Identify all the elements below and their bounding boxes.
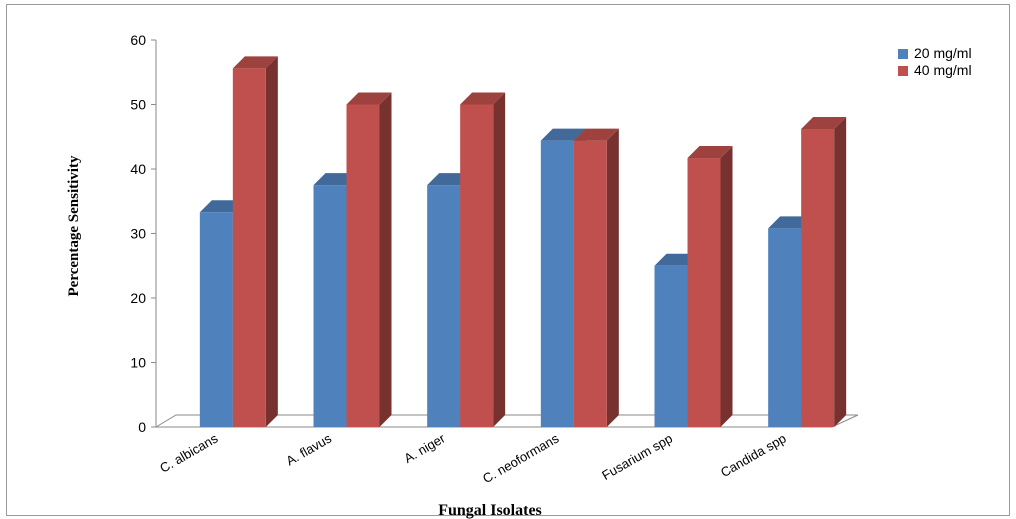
bar-series [199, 56, 847, 427]
bar-front [199, 212, 233, 427]
x-axis-title: Fungal Isolates [438, 502, 542, 519]
bar-front [654, 265, 688, 427]
bar-front [687, 158, 721, 427]
bar-top [460, 92, 506, 105]
bar-top [540, 128, 586, 141]
bar-front [573, 140, 607, 427]
y-tick-label: 10 [130, 355, 146, 371]
y-tick-label: 20 [130, 290, 146, 306]
bar [801, 117, 847, 427]
bar-front [313, 185, 347, 427]
y-axis: 0 10 20 30 40 50 60 [130, 32, 157, 435]
bar-side [493, 92, 506, 427]
bar-top [573, 128, 619, 141]
bar [573, 128, 619, 427]
y-tick-label: 60 [130, 32, 146, 48]
chart-frame [6, 4, 1010, 516]
bar-side [834, 117, 847, 427]
bar [460, 92, 506, 427]
bar [687, 146, 733, 427]
bar-front [540, 140, 574, 427]
bar-side [606, 128, 619, 427]
bar-front [427, 185, 461, 427]
bar-top [687, 146, 733, 159]
bar-side [379, 92, 392, 427]
x-category-label: C. neoformans [480, 430, 562, 486]
x-category-label: A. flavus [283, 430, 334, 468]
x-category-label: Candida spp [718, 431, 789, 480]
bar-top [346, 92, 392, 105]
legend-swatch [898, 49, 908, 59]
y-tick-label: 40 [130, 161, 146, 177]
y-tick-label: 30 [130, 226, 146, 242]
bar-front [346, 104, 380, 427]
x-category-label: C. albicans [157, 430, 221, 475]
bar-side [265, 56, 278, 427]
bar-front [460, 104, 494, 427]
legend-label: 20 mg/ml [914, 45, 972, 61]
x-category-label: Fusarium spp [599, 431, 675, 483]
y-axis-title: Percentage Sensitivity [66, 155, 82, 296]
bar-front [768, 228, 802, 427]
legend-swatch [898, 66, 908, 76]
bar-side [720, 146, 733, 427]
y-tick-label: 50 [130, 97, 146, 113]
bar-front [801, 129, 835, 427]
bar-top [801, 117, 847, 130]
x-category-label: A. niger [401, 430, 448, 466]
legend-label: 40 mg/ml [914, 62, 972, 78]
y-tick-label: 0 [138, 419, 146, 435]
bar [346, 92, 392, 427]
bar-top [232, 56, 278, 69]
bar-front [232, 68, 266, 427]
category-labels: C. albicans A. flavus A. niger C. neoforman… [157, 430, 789, 486]
bar [232, 56, 278, 427]
